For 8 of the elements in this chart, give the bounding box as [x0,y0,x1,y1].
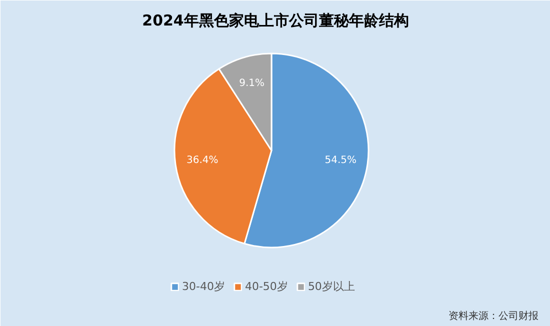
legend-label: 40-50岁 [244,279,288,294]
legend-label: 30-40岁 [182,279,225,294]
data-label: 36.4% [186,155,218,166]
chart-title: 2024年黑色家电上市公司董秘年龄结构 [142,12,409,30]
text: 资料来源：公司财报 [448,310,538,322]
data-label: 9.1% [239,78,265,89]
legend-label: 50岁以上 [308,279,355,294]
data-label: 54.5% [324,154,357,166]
